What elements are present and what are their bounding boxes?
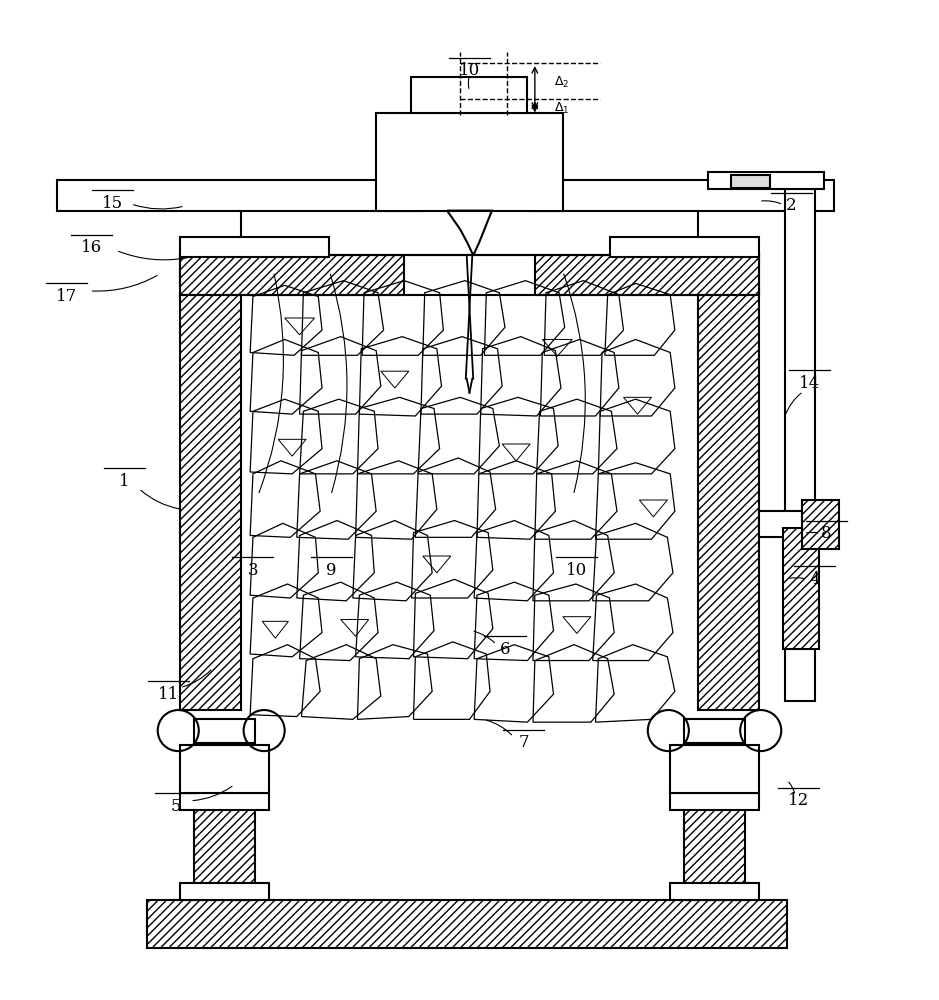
Bar: [180, 253, 240, 710]
Bar: [785, 178, 815, 701]
Text: $\Delta_2$: $\Delta_2$: [553, 75, 569, 90]
Bar: [802, 500, 839, 549]
Bar: [180, 255, 404, 295]
Text: 7: 7: [518, 734, 529, 751]
Text: 10: 10: [459, 62, 480, 79]
Text: 12: 12: [788, 792, 808, 809]
Bar: [670, 745, 759, 793]
Text: $\Delta_1$: $\Delta_1$: [553, 100, 569, 116]
Bar: [180, 793, 269, 810]
Text: 3: 3: [248, 562, 258, 579]
Bar: [240, 295, 699, 710]
Bar: [180, 883, 269, 900]
Bar: [685, 799, 745, 900]
Bar: [57, 180, 421, 211]
Text: 10: 10: [566, 562, 588, 579]
Bar: [410, 77, 528, 113]
Text: 6: 6: [500, 641, 510, 658]
Bar: [759, 511, 815, 537]
Bar: [194, 799, 254, 900]
Text: 15: 15: [102, 195, 124, 212]
Text: 5: 5: [170, 798, 180, 815]
Bar: [194, 719, 254, 743]
Text: 16: 16: [81, 239, 102, 256]
Bar: [707, 172, 824, 189]
Bar: [609, 237, 759, 257]
Bar: [531, 180, 834, 211]
Bar: [240, 209, 699, 255]
Bar: [180, 745, 269, 793]
Bar: [180, 237, 330, 257]
Bar: [670, 793, 759, 810]
Bar: [699, 253, 759, 710]
Bar: [731, 175, 770, 188]
Bar: [670, 883, 759, 900]
Text: 4: 4: [809, 571, 820, 588]
Bar: [377, 113, 562, 211]
Bar: [147, 900, 787, 948]
Text: 17: 17: [55, 288, 77, 305]
Text: 9: 9: [326, 562, 336, 579]
Text: 14: 14: [799, 375, 820, 392]
Bar: [685, 719, 745, 743]
Bar: [535, 255, 759, 295]
Text: 11: 11: [159, 686, 179, 703]
Text: 2: 2: [786, 197, 797, 214]
Text: 8: 8: [821, 525, 831, 542]
Text: 1: 1: [119, 473, 130, 490]
Bar: [783, 528, 819, 649]
